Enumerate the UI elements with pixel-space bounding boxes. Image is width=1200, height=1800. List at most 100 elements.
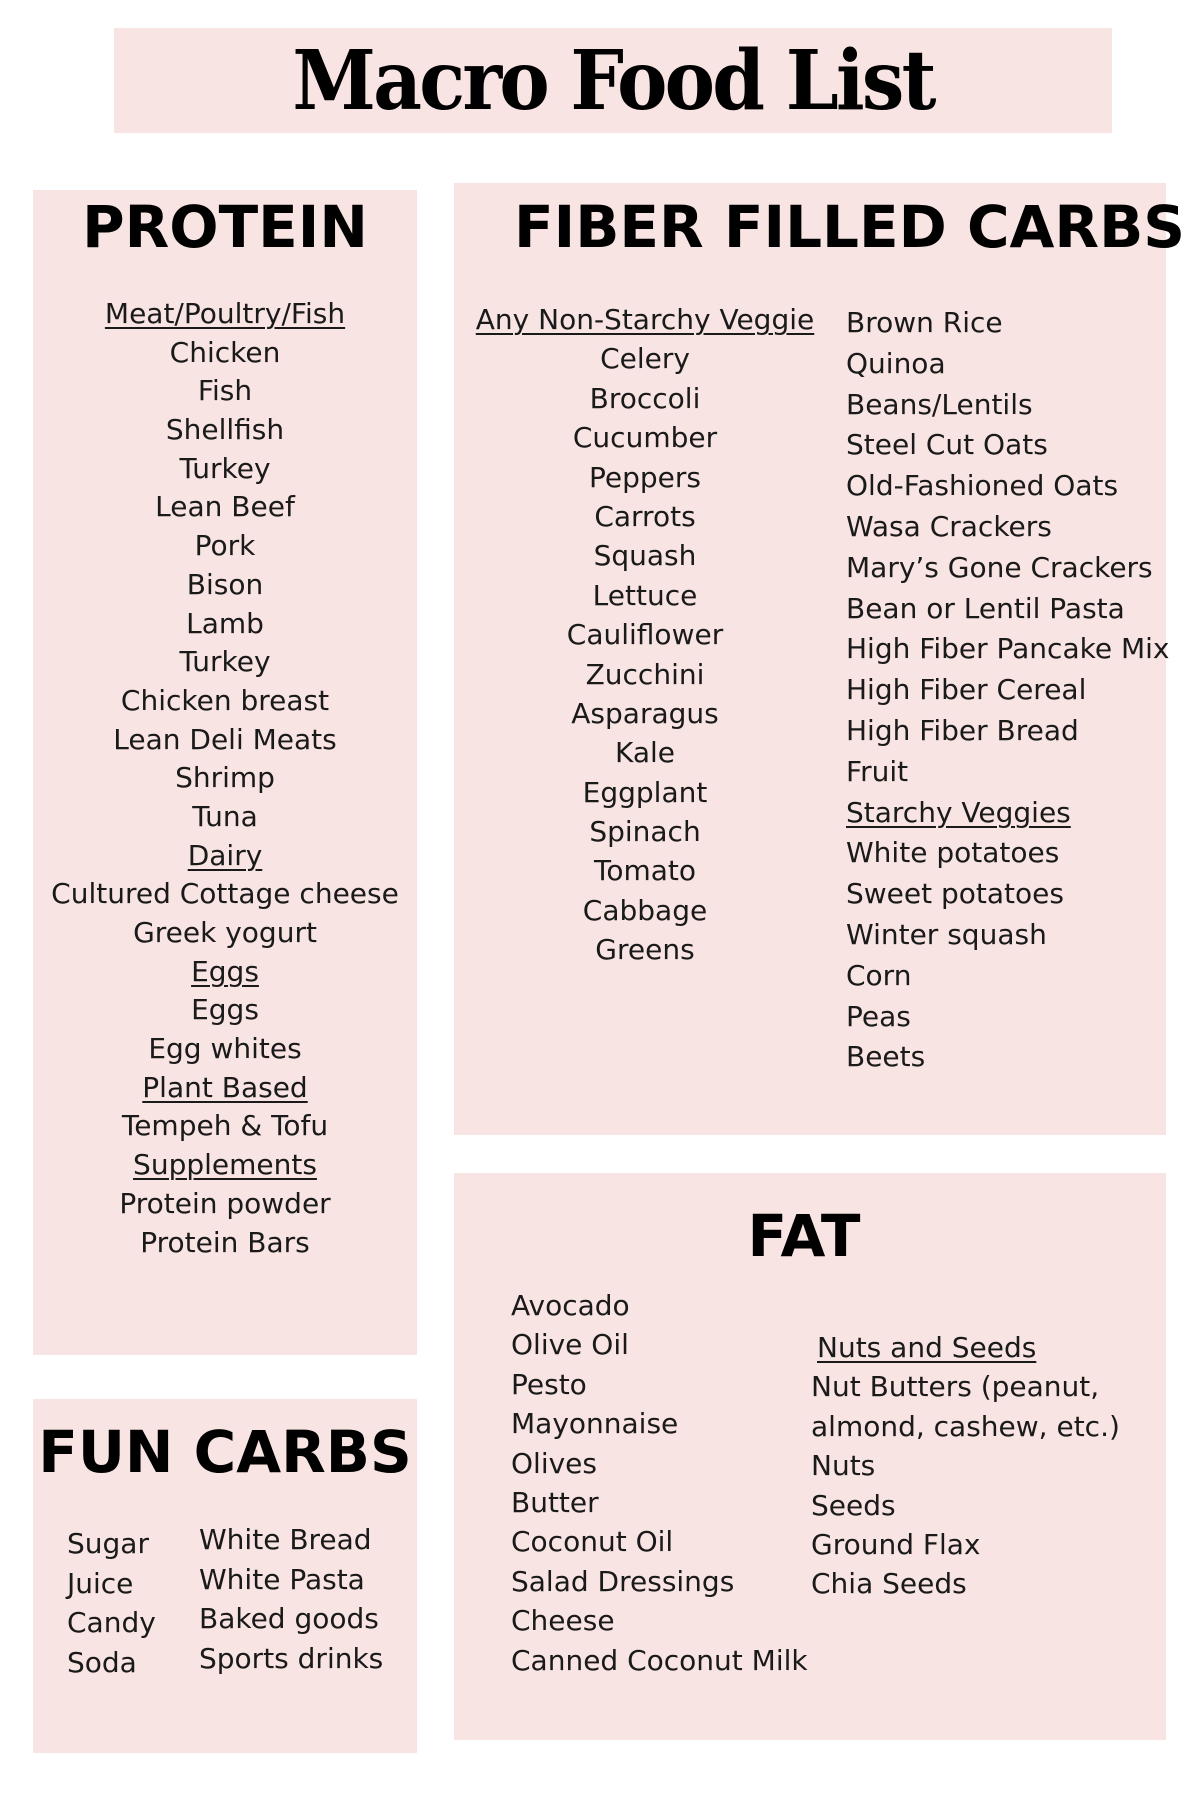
fat-right-list: Nuts and Seeds Nut Butters (peanut, almond… (811, 1328, 1120, 1604)
list-item: Pork (194, 529, 256, 563)
list-item: Sugar (67, 1527, 149, 1560)
list-item: Winter squash (846, 917, 1047, 951)
list-item: Wasa Crackers (846, 509, 1052, 543)
list-item: High Fiber Pancake Mix (846, 632, 1170, 666)
list-item: Brown Rice (846, 306, 1003, 339)
list-item: Beans/Lentils (846, 387, 1033, 421)
list-item: Lettuce (592, 578, 698, 612)
list-item: Shrimp (175, 761, 275, 795)
fiber-grain-list: Brown Rice Quinoa Beans/Lentils Steel Cut O… (846, 303, 1169, 1078)
fun-carbs-heading: FUN CARBS (38, 1418, 412, 1486)
fiber-veggie-list: Any Non-Starchy Veggie Celery Broccoli Cucu… (475, 300, 815, 970)
list-item: Peppers (589, 460, 701, 494)
fat-panel (454, 1173, 1166, 1740)
list-subheading: Eggs (191, 954, 259, 988)
list-item: Chia Seeds (811, 1567, 967, 1601)
list-item: Eggplant (582, 775, 708, 809)
list-item: Sweet potatoes (846, 877, 1064, 911)
list-item: Kale (614, 736, 676, 770)
list-item: Butter (511, 1485, 599, 1519)
list-item: Old-Fashioned Oats (846, 469, 1119, 503)
list-item: High Fiber Bread (846, 713, 1079, 747)
list-item: Eggs (191, 993, 259, 1027)
list-item: Avocado (511, 1289, 630, 1322)
list-item: White Bread (199, 1523, 372, 1556)
list-item: Chicken (169, 335, 281, 369)
list-item: Protein Bars (140, 1225, 310, 1259)
list-item: Quinoa (846, 346, 946, 380)
list-subheading: Dairy (187, 838, 263, 872)
list-item: Soda (67, 1645, 137, 1679)
list-item: Olive Oil (511, 1328, 629, 1362)
list-item: Tuna (192, 799, 258, 833)
list-item: Nuts (811, 1449, 876, 1483)
fun-carbs-right-list: White Bread White Pasta Baked goods Sports … (199, 1520, 383, 1678)
list-item: Broccoli (589, 381, 701, 415)
list-item: Salad Dressings (511, 1564, 735, 1598)
list-item: Bean or Lentil Pasta (846, 591, 1125, 625)
list-subheading: Nuts and Seeds (817, 1331, 1037, 1364)
list-item: Protein powder (119, 1186, 331, 1220)
list-item: Cucumber (572, 421, 718, 455)
list-item: Fruit (846, 754, 909, 788)
list-item: Zucchini (585, 657, 705, 691)
list-item: Beets (846, 1040, 926, 1074)
list-item: Candy (67, 1606, 156, 1639)
list-item: Celery (600, 342, 690, 376)
list-item: Egg whites (148, 1032, 302, 1066)
list-subheading: Any Non-Starchy Veggie (475, 303, 815, 336)
list-item: Coconut Oil (511, 1525, 674, 1559)
page-title: Macro Food List (292, 32, 936, 129)
fun-carbs-panel (33, 1399, 417, 1753)
list-subheading: Supplements (133, 1148, 317, 1182)
list-item: High Fiber Cereal (846, 673, 1087, 707)
fiber-carbs-heading: FIBER FILLED CARBS (514, 193, 1186, 261)
list-item: Canned Coconut Milk (511, 1643, 808, 1677)
list-item: Steel Cut Oats (846, 428, 1048, 462)
list-item: almond, cashew, etc.) (811, 1409, 1120, 1443)
list-item: Tomato (593, 854, 697, 888)
fat-left-list: Avocado Olive Oil Pesto Mayonnaise Olives But… (511, 1286, 808, 1680)
fun-carbs-left-list: Sugar Juice Candy Soda (67, 1524, 156, 1682)
list-item: Sports drinks (199, 1641, 384, 1675)
list-item: Mayonnaise (511, 1407, 679, 1441)
list-item: Chicken breast (120, 683, 330, 717)
list-item: Greens (595, 933, 695, 967)
list-item: Olives (511, 1446, 597, 1480)
fiber-carbs-panel (454, 183, 1166, 1135)
list-item: Pesto (511, 1367, 587, 1401)
list-item: Seeds (811, 1488, 896, 1522)
protein-list: Meat/Poultry/Fish Chicken Fish Shellfish Tur… (33, 295, 417, 1262)
list-item: Turkey (179, 451, 271, 485)
list-item: Shellfish (165, 413, 285, 447)
title-banner (114, 28, 1112, 133)
list-item: Lamb (186, 606, 264, 640)
list-subheading: Meat/Poultry/Fish (104, 297, 346, 330)
list-subheading: Starchy Veggies (846, 795, 1071, 829)
list-subheading: Plant Based (142, 1070, 308, 1104)
list-item: Fish (197, 374, 253, 408)
protein-heading: PROTEIN (82, 193, 368, 261)
list-item: Peas (846, 999, 911, 1033)
list-item: Bison (186, 567, 264, 601)
list-item: Tempeh & Tofu (121, 1109, 329, 1143)
list-item: White potatoes (846, 836, 1060, 870)
list-item: Nut Butters (peanut, (811, 1370, 1100, 1404)
list-item: Ground Flax (811, 1527, 981, 1561)
list-item: Corn (846, 958, 912, 992)
list-item: Carrots (594, 499, 696, 533)
list-item: Lean Deli Meats (113, 722, 337, 756)
list-item: Spinach (589, 815, 701, 849)
protein-panel (33, 190, 417, 1355)
list-item: Turkey (179, 645, 271, 679)
list-item: Cabbage (582, 893, 708, 927)
list-item: Asparagus (571, 696, 719, 730)
list-item: Lean Beef (155, 490, 295, 524)
list-item: Squash (593, 539, 697, 573)
list-item: Cauliflower (566, 618, 724, 652)
fat-heading: FAT (747, 1202, 861, 1270)
list-item: Cultured Cottage cheese (51, 877, 399, 911)
list-item: Juice (67, 1566, 134, 1600)
list-item: White Pasta (199, 1562, 365, 1596)
